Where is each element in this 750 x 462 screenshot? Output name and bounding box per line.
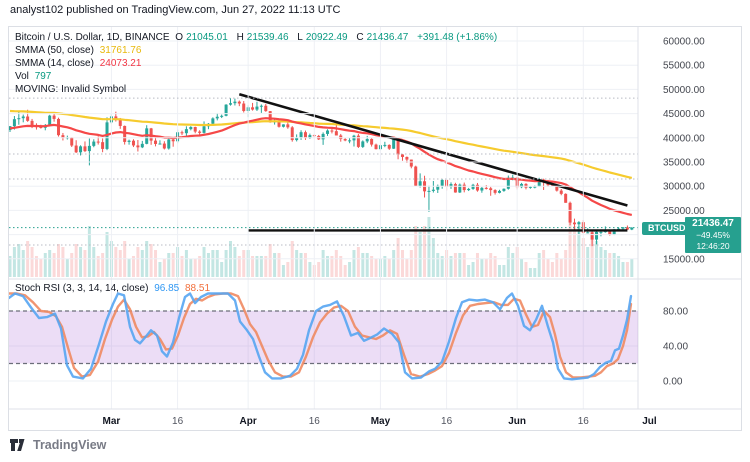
moving-label: MOVING: Invalid Symbol: [15, 84, 127, 95]
svg-text:45000.00: 45000.00: [663, 109, 705, 120]
svg-text:16: 16: [441, 416, 453, 427]
legend-vol-row[interactable]: Vol 797: [15, 71, 54, 82]
svg-text:60000.00: 60000.00: [663, 37, 705, 48]
badge-countdown: 12:46:20: [696, 240, 730, 251]
badge-price: 21436.47: [692, 218, 734, 229]
svg-text:16: 16: [578, 416, 590, 427]
tradingview-logo-icon: [10, 439, 25, 451]
svg-text:Apr: Apr: [240, 416, 257, 427]
svg-text:80.00: 80.00: [663, 307, 688, 318]
vol-label: Vol: [15, 71, 29, 82]
svg-text:35000.00: 35000.00: [663, 158, 705, 169]
ohlc-high: 21539.46: [246, 32, 289, 43]
chart-widget: 60000.00 55000.00 50000.00 45000.00 40000.00…: [8, 26, 742, 431]
svg-text:15000.00: 15000.00: [663, 254, 705, 265]
smma14-value: 24073.21: [99, 58, 142, 69]
footer: TradingView: [10, 438, 106, 452]
svg-text:0.00: 0.00: [663, 377, 683, 388]
legend-symbol-row[interactable]: Bitcoin / U.S. Dollar, 1D, BINANCE O 2104…: [15, 32, 500, 43]
byline: analyst102 published on TradingView.com,…: [10, 4, 341, 16]
svg-text:55000.00: 55000.00: [663, 61, 705, 72]
tradingview-brand[interactable]: TradingView: [33, 438, 107, 452]
svg-text:Jun: Jun: [508, 416, 526, 427]
svg-text:Jul: Jul: [642, 416, 657, 427]
svg-text:25000.00: 25000.00: [663, 206, 705, 217]
svg-text:16: 16: [172, 416, 184, 427]
smma50-label: SMMA (50, close): [15, 45, 94, 56]
chart-svg[interactable]: 60000.00 55000.00 50000.00 45000.00 40000.00…: [9, 27, 741, 430]
svg-text:40000.00: 40000.00: [663, 133, 705, 144]
legend-smma14-row[interactable]: SMMA (14, close) 24073.21: [15, 58, 144, 69]
svg-text:16: 16: [309, 416, 321, 427]
symbol-badge[interactable]: BTCUSD: [642, 222, 692, 235]
smma50-value: 31761.76: [99, 45, 142, 56]
legend-smma50-row[interactable]: SMMA (50, close) 31761.76: [15, 45, 144, 56]
ohlc-low: 20922.49: [305, 32, 348, 43]
stoch-d-value: 88.51: [185, 283, 211, 294]
ohlc-close: 21436.47: [366, 32, 409, 43]
ohlc-low-key: L: [297, 32, 303, 43]
svg-text:Mar: Mar: [103, 416, 121, 427]
stoch-label: Stoch RSI (3, 3, 14, 14, close): [15, 283, 149, 294]
svg-text:May: May: [371, 416, 391, 427]
ohlc-open: 21045.01: [186, 32, 228, 43]
legend-moving-row[interactable]: MOVING: Invalid Symbol: [15, 84, 129, 95]
ohlc-open-key: O: [175, 32, 184, 43]
svg-text:30000.00: 30000.00: [663, 182, 705, 193]
ohlc-high-key: H: [236, 32, 244, 43]
ohlc-change: +391.48 (+1.86%): [417, 32, 498, 43]
vol-value: 797: [34, 71, 52, 82]
stoch-k-value: 96.85: [154, 283, 180, 294]
symbol-title: Bitcoin / U.S. Dollar, 1D, BINANCE: [15, 32, 170, 43]
smma14-label: SMMA (14, close): [15, 58, 94, 69]
stoch-legend-row[interactable]: Stoch RSI (3, 3, 14, 14, close) 96.85 88…: [15, 283, 213, 294]
ohlc-close-key: C: [356, 32, 364, 43]
price-badge[interactable]: 21436.47 −49.45% 12:46:20: [685, 217, 741, 253]
svg-text:40.00: 40.00: [663, 342, 688, 353]
badge-change: −49.45%: [696, 230, 730, 240]
svg-text:50000.00: 50000.00: [663, 85, 705, 96]
